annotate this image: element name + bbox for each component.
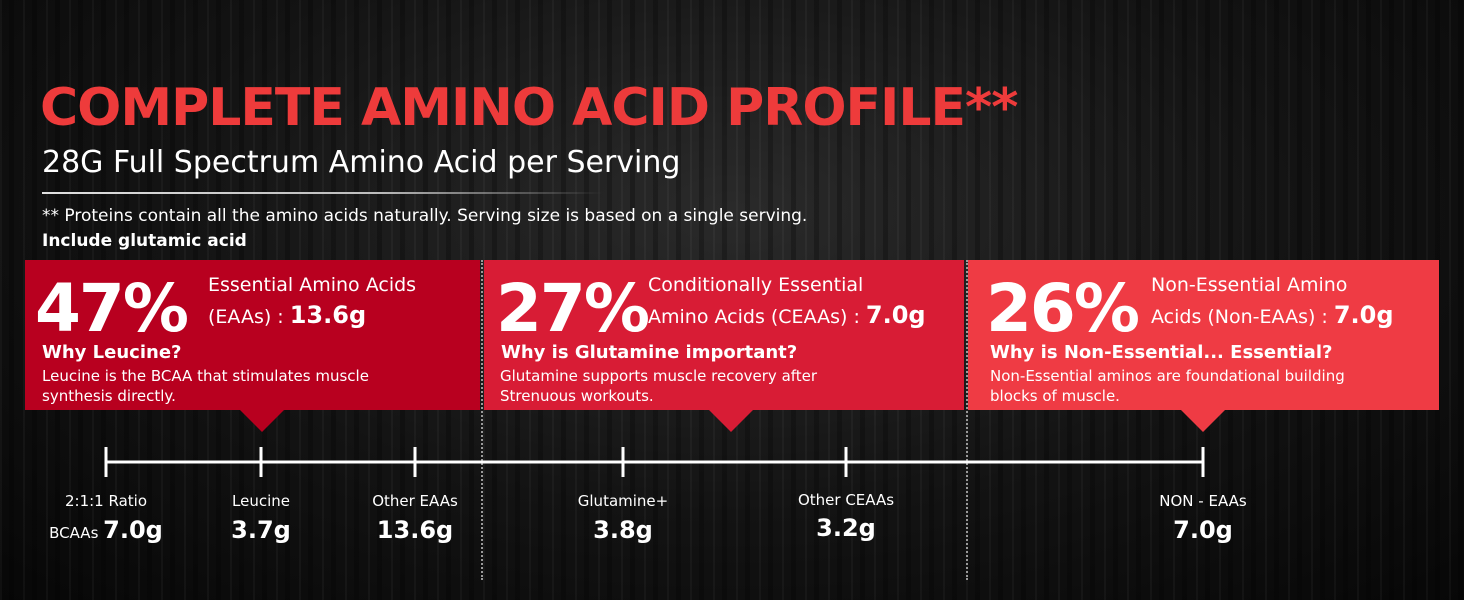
section-separator [966, 260, 968, 580]
non-eaa-amount: 7.0g [1333, 301, 1394, 329]
non-eaa-heading: Non-Essential Amino Acids (Non-EAAs) : 7… [1151, 270, 1394, 332]
ceaa-why-description: Glutamine supports muscle recovery after… [500, 366, 817, 406]
ceaa-heading: Conditionally Essential Amino Acids (CEA… [648, 270, 926, 332]
eaa-why-description: Leucine is the BCAA that stimulates musc… [42, 366, 369, 406]
non-eaa-why-description: Non-Essential aminos are foundational bu… [990, 366, 1345, 406]
glutamine-value: 3.8g [593, 516, 653, 544]
ceaa-card: 27% Conditionally Essential Amino Acids … [484, 260, 964, 432]
non-eaas-label: NON - EAAs [1159, 492, 1247, 510]
ceaa-why-line1: Glutamine supports muscle recovery after [500, 367, 818, 385]
eaa-heading-line1: Essential Amino Acids [208, 274, 417, 296]
bcaas-label: 2:1:1 Ratio [64, 492, 148, 510]
ceaa-amount: 7.0g [865, 301, 926, 329]
non-eaa-why-line1: Non-Essential aminos are foundational bu… [990, 367, 1345, 385]
ceaa-pointer [709, 410, 753, 432]
non-eaas-value: 7.0g [1173, 516, 1233, 544]
eaa-card: 47% Essential Amino Acids (EAAs) : 13.6g… [25, 260, 480, 432]
page-subtitle: 28G Full Spectrum Amino Acid per Serving [42, 145, 681, 180]
leucine-value: 3.7g [231, 516, 291, 544]
ceaa-why-line2: Strenuous workouts. [500, 387, 654, 405]
eaa-heading-line2: (EAAs) : [208, 306, 290, 328]
eaa-amount: 13.6g [289, 301, 367, 329]
eaa-why-line1: Leucine is the BCAA that stimulates musc… [42, 367, 369, 385]
bcaas-value: BCAAs 7.0g [49, 516, 163, 544]
non-eaa-pointer [1181, 410, 1225, 432]
non-eaa-heading-line1: Non-Essential Amino [1151, 274, 1348, 296]
page-title: COMPLETE AMINO ACID PROFILE** [40, 78, 1018, 138]
other-eaas-value: 13.6g [376, 516, 454, 544]
eaa-pointer [240, 410, 284, 432]
eaa-why-line2: synthesis directly. [42, 387, 176, 405]
section-separator [481, 260, 483, 580]
eaa-why-title: Why Leucine? [42, 342, 182, 363]
non-eaa-percent: 26% [986, 270, 1140, 347]
non-eaa-why-title: Why is Non-Essential... Essential? [990, 342, 1333, 363]
ceaa-percent: 27% [496, 270, 650, 347]
bcaas-amount: 7.0g [103, 516, 163, 544]
non-eaa-card: 26% Non-Essential Amino Acids (Non-EAAs)… [968, 260, 1439, 432]
ceaa-why-title: Why is Glutamine important? [501, 342, 798, 363]
breakdown-timeline [104, 447, 1205, 477]
glutamic-acid-note: Include glutamic acid [42, 231, 247, 251]
serving-footnote: ** Proteins contain all the amino acids … [42, 206, 808, 226]
other-ceaas-label: Other CEAAs [797, 491, 895, 509]
header-divider [42, 192, 602, 194]
other-eaas-label: Other EAAs [372, 492, 458, 510]
leucine-label: Leucine [232, 492, 290, 510]
other-ceaas-value: 3.2g [816, 514, 876, 542]
glutamine-label: Glutamine+ [577, 492, 669, 510]
non-eaa-heading-line2: Acids (Non-EAAs) : [1151, 306, 1334, 328]
ceaa-heading-line2: Amino Acids (CEAAs) : [648, 306, 866, 328]
non-eaa-why-line2: blocks of muscle. [990, 387, 1120, 405]
eaa-percent: 47% [35, 270, 189, 347]
bcaas-prefix: BCAAs [49, 524, 104, 542]
eaa-heading: Essential Amino Acids (EAAs) : 13.6g [208, 270, 416, 332]
ceaa-heading-line1: Conditionally Essential [648, 274, 864, 296]
